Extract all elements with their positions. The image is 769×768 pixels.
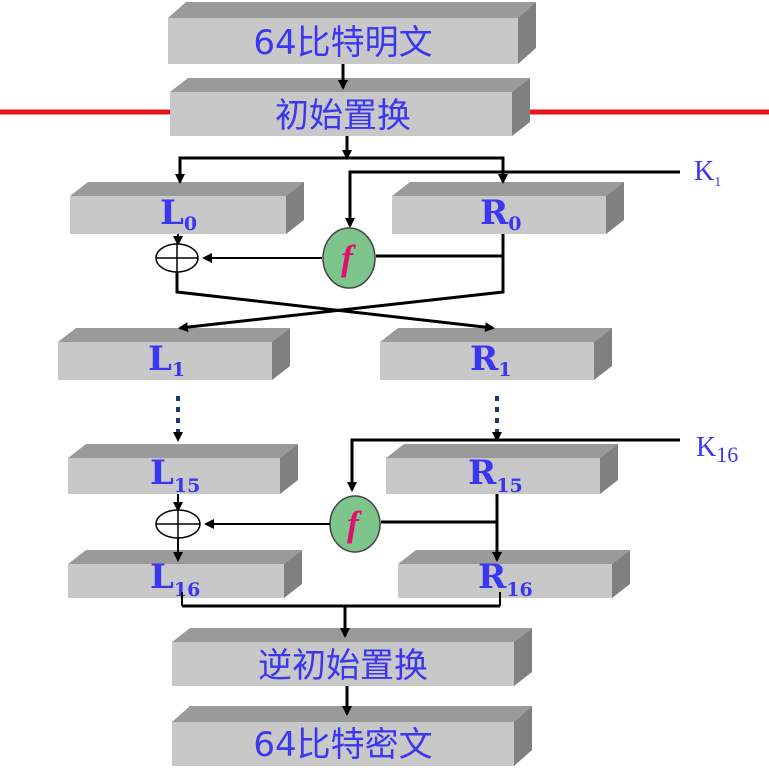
r1-register: R1 [380, 328, 612, 381]
l15-label: L15 [150, 453, 200, 497]
plaintext-label: 64比特明文 [253, 23, 432, 63]
l0-register: L0 [70, 182, 304, 235]
r16-register: R16 [398, 550, 630, 601]
wire-k1-to-f [345, 170, 680, 228]
f-label-round16: f [347, 504, 362, 544]
ciphertext-label: 64比特密文 [253, 725, 432, 765]
l1-register: L1 [58, 328, 290, 381]
r15-register: R15 [386, 444, 618, 497]
plaintext-box: 64比特明文 [168, 2, 536, 64]
initial-permutation-label: 初始置换 [275, 96, 411, 136]
wire-xor1-to-r1 [175, 272, 495, 333]
r0-register: R0 [392, 182, 624, 235]
r1-label: R1 [470, 339, 512, 381]
l16-register: L16 [68, 550, 302, 601]
l0-label: L0 [160, 193, 197, 235]
l1-label: L1 [148, 339, 185, 381]
wire-r0-to-f [376, 234, 505, 258]
r15-label: R15 [468, 453, 523, 497]
r0-label: R0 [480, 193, 522, 235]
ciphertext-box: 64比特密文 [172, 706, 532, 766]
wire-ip-to-r0 [347, 156, 508, 184]
xor-icon-round16 [155, 509, 201, 539]
f-label-round1: f [341, 238, 356, 278]
inverse-permutation-box: 逆初始置换 [172, 628, 532, 686]
r16-label: R16 [478, 557, 533, 601]
wire-r15-to-f [381, 494, 499, 524]
f-function-round16: f [329, 495, 381, 553]
k16-label: K16 [696, 432, 738, 467]
wire-k16-to-f [347, 438, 680, 492]
k1-label: K1 [694, 156, 721, 190]
wire-r0-to-l1 [178, 256, 505, 333]
f-function-round1: f [322, 227, 376, 289]
initial-permutation-box: 初始置换 [170, 78, 530, 136]
xor-icon-round1 [155, 243, 199, 273]
l16-label: L16 [150, 557, 200, 601]
l15-register: L15 [68, 444, 298, 497]
inverse-permutation-label: 逆初始置换 [258, 646, 428, 686]
wire-ip-to-l0 [175, 156, 347, 184]
